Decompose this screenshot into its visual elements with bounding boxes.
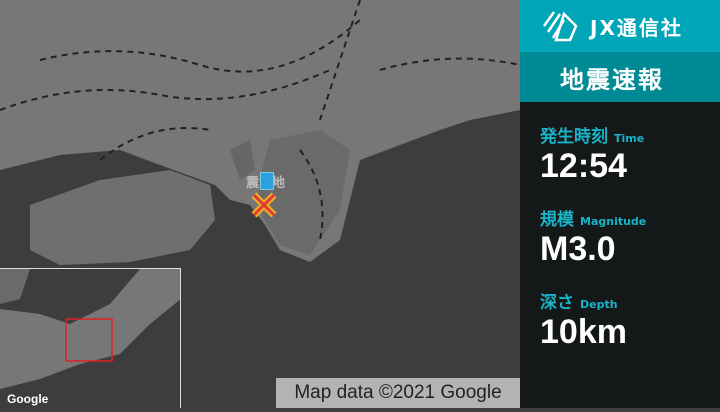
map-terrain [0, 0, 521, 265]
panel-title: 地震速報 [520, 52, 720, 102]
magnitude-sub: Magnitude [580, 215, 647, 228]
magnitude-label: 規模 [540, 210, 574, 230]
time-value: 12:54 [540, 147, 627, 185]
depth-sub: Depth [580, 298, 618, 311]
brand-name: JX通信社 [590, 15, 683, 40]
time-block: 発生時刻 Time 12:54 [520, 122, 720, 185]
viewport-rect [65, 318, 113, 362]
map-pin-icon[interactable] [260, 172, 274, 190]
map-attribution[interactable]: Map data ©2021 Google [276, 378, 520, 408]
depth-block: 深さ Depth 10km [520, 288, 720, 351]
brand-header: JX通信社 [520, 0, 720, 52]
epicenter-x-icon [251, 192, 277, 218]
magnitude-value: M3.0 [540, 230, 616, 268]
time-label: 発生時刻 [540, 127, 608, 147]
map[interactable]: 震源地 Google Map data ©2021 Google [0, 0, 521, 408]
jx-logo-icon [542, 11, 578, 42]
google-logo: Google [7, 392, 49, 406]
depth-label: 深さ [540, 293, 574, 313]
overview-terrain [0, 269, 180, 389]
depth-value: 10km [540, 313, 627, 351]
info-panel: JX通信社 地震速報 発生時刻 Time 12:54 規模 Magnitude M3… [520, 0, 720, 408]
magnitude-block: 規模 Magnitude M3.0 [520, 205, 720, 268]
time-sub: Time [614, 132, 645, 145]
overview-map[interactable]: Google [0, 268, 181, 408]
